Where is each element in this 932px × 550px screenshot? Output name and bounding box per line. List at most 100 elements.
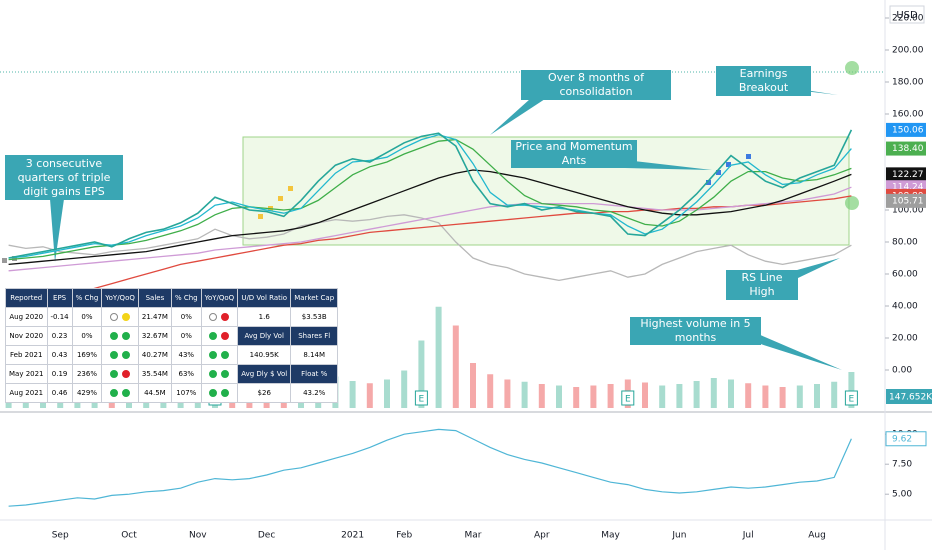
table-cell: 1.6 — [237, 307, 292, 327]
status-dot — [122, 389, 131, 397]
earnings-table: Reported EPS% Chg YoY/QoQ Sales% Chg YoY/QoQ… — [5, 288, 339, 403]
status-dot — [209, 370, 218, 378]
table-cell: 0% — [170, 326, 202, 346]
status-dot — [221, 389, 230, 397]
price-tag-box — [886, 122, 926, 137]
table-cell: Aug 2021 — [5, 383, 48, 403]
table-cell — [101, 383, 139, 403]
volume-bar — [573, 387, 580, 408]
table-cell: 429% — [71, 383, 103, 403]
x-tick-label: Nov — [189, 531, 207, 541]
earnings-marker — [621, 390, 635, 406]
table-row: Aug 2020 -0.14 0% 21.47M 0% 1.6 $3.53B — [5, 307, 339, 327]
table-header-cell: % Chg — [71, 288, 103, 308]
table-cell: 107% — [170, 383, 202, 403]
table-header-cell: Market Cap — [290, 288, 339, 308]
earnings-label: E — [419, 395, 425, 405]
volume-bar — [349, 381, 356, 408]
table-cell: 32.67M — [137, 326, 172, 346]
ant — [278, 196, 283, 201]
table-cell — [101, 345, 139, 365]
table-cell — [101, 326, 139, 346]
volume-tag-box — [886, 389, 932, 404]
volume-bar — [487, 374, 494, 408]
volume-bar — [659, 385, 666, 408]
volume-bar — [728, 379, 734, 408]
indicator-tag-box — [885, 431, 927, 447]
status-dot — [122, 313, 131, 321]
table-row: Nov 2020 0.23 0% 32.67M 0% Avg Dly Vol Shares … — [5, 326, 339, 346]
y-tick-label: 7.50 — [892, 460, 912, 470]
volume-bar — [538, 384, 545, 408]
x-tick-label: May — [601, 531, 620, 541]
table-cell: 0.43 — [46, 345, 73, 365]
volume-bar — [831, 381, 838, 408]
table-cell: 8.14M — [290, 345, 339, 365]
table-cell: 44.5M — [137, 383, 172, 403]
table-cell: 169% — [71, 345, 103, 365]
x-tick-label: Mar — [465, 531, 482, 541]
ant — [746, 154, 751, 159]
table-cell — [101, 307, 139, 327]
status-dot — [122, 351, 131, 359]
volume-bar — [762, 385, 769, 408]
series-line — [8, 428, 852, 507]
x-tick-label: Apr — [534, 531, 550, 541]
volume-bar — [384, 379, 390, 408]
table-cell: 21.47M — [137, 307, 172, 327]
table-header-cell: YoY/QoQ — [200, 288, 239, 308]
volume-bar — [521, 381, 528, 408]
table-cell: 0% — [170, 307, 202, 327]
table-cell: $3.53B — [290, 307, 339, 327]
volume-bar — [607, 384, 614, 408]
table-cell: 0% — [71, 307, 103, 327]
pointer — [490, 99, 545, 135]
breakout-marker — [845, 61, 859, 75]
table-row: Aug 2021 0.46 429% 44.5M 107% $26 43.2% — [5, 383, 339, 403]
volume-bar — [435, 306, 442, 408]
annotation: Earnings Breakout — [716, 66, 811, 96]
status-dot — [110, 389, 119, 397]
y-tick-label: 100.00 — [892, 206, 924, 216]
x-tick-label: Feb — [396, 531, 412, 541]
earnings-marker — [414, 390, 428, 406]
ant — [716, 170, 721, 175]
price-tag: 138.40 — [892, 144, 924, 154]
table-cell: Float % — [290, 364, 339, 384]
x-tick-label: Jul — [742, 531, 754, 541]
volume-bar — [814, 384, 820, 408]
earnings-marker — [844, 390, 858, 406]
table-header-cell: Reported — [5, 288, 48, 308]
y-tick-label: 160.00 — [892, 110, 924, 120]
table-cell: 43.2% — [290, 383, 339, 403]
x-tick-label: Sep — [52, 531, 69, 541]
table-cell: 43% — [170, 345, 202, 365]
status-dot — [122, 370, 131, 378]
price-tag-box — [886, 141, 926, 156]
price-tag: 150.06 — [892, 125, 924, 135]
series-line — [77, 195, 852, 294]
ant — [726, 162, 731, 167]
price-tag: 114.24 — [892, 183, 924, 193]
earnings-label: E — [625, 395, 631, 405]
status-dot — [209, 389, 218, 397]
table-cell: May 2021 — [5, 364, 48, 384]
series-line — [8, 138, 852, 261]
ant — [2, 258, 7, 263]
y-tick-label: 80.00 — [892, 238, 918, 248]
table-cell: 140.95K — [237, 345, 292, 365]
status-dot — [110, 313, 119, 321]
currency: USD — [896, 10, 918, 21]
volume-bar — [676, 384, 683, 408]
table-cell — [200, 345, 239, 365]
table-cell — [101, 364, 139, 384]
table-cell: $26 — [237, 383, 292, 403]
volume-bar — [745, 383, 752, 408]
table-cell: 0% — [71, 326, 103, 346]
table-cell — [200, 383, 239, 403]
x-tick-label: Jun — [671, 531, 686, 541]
earnings-label: E — [849, 395, 855, 405]
volume-bar — [779, 387, 786, 408]
ant — [288, 186, 293, 191]
